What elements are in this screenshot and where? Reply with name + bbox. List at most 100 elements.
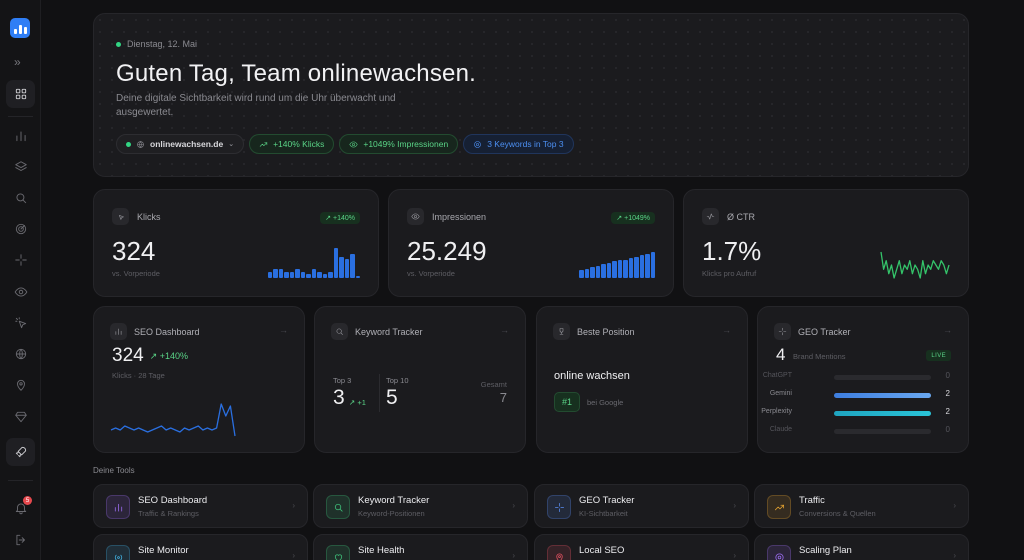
series-line [110,403,236,437]
chevron-right-icon: › [512,501,515,510]
tool-name: SEO Dashboard [138,495,208,506]
clicks-stat-card[interactable]: Klicks ↗ +140% 324 vs. Vorperiode [93,189,379,297]
ctr-stat-card[interactable]: Ø CTR 1.7% Klicks pro Aufruf [683,189,969,297]
clicks-mini-chart [267,248,360,278]
bar [617,260,622,278]
bar [606,263,611,278]
sparkle-icon [774,323,791,340]
logout-button[interactable] [6,526,35,554]
hero-chips: onlinewachsen.de ⌄ +140% Klicks +1049% I… [116,134,574,154]
bar-chart-icon [15,131,26,142]
tool-geo-tracker[interactable]: GEO Tracker KI-Sichtbarkeit › [534,484,749,528]
geo-bar-fill [834,393,931,398]
tool-site-monitor[interactable]: Site Monitor › [93,534,308,560]
activity-icon [702,208,719,225]
seo-value-row: 324 ↗ +140% [112,345,188,367]
domain-selector[interactable]: onlinewachsen.de ⌄ [116,134,245,154]
sidebar: » [0,0,41,560]
sidebar-item-visibility[interactable] [6,278,35,306]
sidebar-expand-button[interactable]: » [14,55,21,69]
chevron-right-icon: › [292,551,295,560]
bell-icon [15,503,26,515]
bar [634,257,639,278]
status-dot-icon [126,141,131,147]
sidebar-item-layers[interactable] [6,153,35,181]
target-icon [474,140,481,148]
sidebar-item-geo[interactable] [6,246,35,274]
impressions-growth-chip[interactable]: +1049% Impressionen [339,134,459,154]
live-badge: LIVE [926,350,951,361]
seo-caption: Klicks · 28 Tage [112,371,165,380]
tool-keyword-tracker[interactable]: Keyword Tracker Keyword-Positionen › [313,484,528,528]
sidebar-item-clicks[interactable] [6,309,35,337]
delta-text: +1 [357,398,366,407]
map-pin-icon [16,379,25,391]
tool-name: Site Monitor [138,545,189,556]
tool-name: GEO Tracker [579,495,635,506]
tool-traffic[interactable]: Traffic Conversions & Quellen › [754,484,969,528]
geo-tracker-widget[interactable]: GEO Tracker → 4 Brand Mentions LIVE Chat… [757,306,969,453]
impressions-mini-chart [579,248,655,278]
sidebar-item-analytics[interactable] [6,122,35,150]
bar [289,272,294,278]
chevron-right-icon: › [733,551,736,560]
sidebar-item-global[interactable] [6,340,35,368]
tool-subtitle: Conversions & Quellen [799,509,876,518]
bar [278,269,283,278]
card-header: Ø CTR [702,208,755,225]
seo-dashboard-widget[interactable]: SEO Dashboard → 324 ↗ +140% Klicks · 28 … [93,306,305,453]
sidebar-divider [8,480,33,481]
geo-bar-track [834,393,931,398]
tool-seo-dashboard[interactable]: SEO Dashboard Traffic & Rankings › [93,484,308,528]
clicks-growth-chip[interactable]: +140% Klicks [249,134,335,154]
bar [344,259,349,278]
sidebar-item-dashboard[interactable] [6,80,35,108]
rank-source: bei Google [587,398,624,407]
tool-scaling-plan[interactable]: Scaling Plan › [754,534,969,560]
bar [311,269,316,278]
chevron-right-icon: › [292,501,295,510]
ctr-sparkline [880,251,950,279]
delta-text: +140% [159,350,189,361]
radio-icon [106,545,130,560]
sidebar-item-scaling[interactable] [6,438,35,466]
impressions-delta-badge: ↗ +1049% [611,212,655,224]
bar [595,266,600,278]
tool-name: Local SEO [579,545,625,556]
geo-row: Claude 0 [758,425,968,437]
sparkle-icon [14,254,27,266]
sidebar-item-local[interactable] [6,371,35,399]
welcome-hero: Dienstag, 12. Mai Guten Tag, Team online… [93,13,969,177]
clicks-delta-badge: ↗ +140% [320,212,360,224]
bar [601,264,606,278]
top-keywords-chip[interactable]: 3 Keywords in Top 3 [463,134,574,154]
keyword-tracker-widget[interactable]: Keyword Tracker → Top 3 3 ↗ +1 Top 10 5 … [314,306,526,453]
notifications-button[interactable]: 5 [6,494,35,522]
cursor-click-icon [112,208,129,225]
tool-local-seo[interactable]: Local SEO › [534,534,749,560]
bar [590,267,595,278]
eye-icon [349,141,358,147]
bar [306,274,311,278]
card-label: GEO Tracker [798,326,851,337]
logout-icon [15,534,25,546]
clicks-caption: vs. Vorperiode [112,269,160,278]
tool-site-health[interactable]: Site Health › [313,534,528,560]
card-label: Ø CTR [727,211,755,222]
radar-icon [15,223,26,235]
geo-source-value: 0 [945,371,950,380]
best-position-widget[interactable]: Beste Position → online wachsen #1 bei G… [536,306,748,453]
impressions-stat-card[interactable]: Impressionen ↗ +1049% 25.249 vs. Vorperi… [388,189,674,297]
sidebar-item-premium[interactable] [6,403,35,431]
layers-icon [14,161,27,171]
impressions-value: 25.249 [407,236,487,266]
sidebar-item-search[interactable] [6,184,35,212]
card-header: Impressionen [407,208,486,225]
bar [333,248,338,278]
sidebar-item-radar[interactable] [6,215,35,243]
chevron-right-icon: › [512,551,515,560]
app-logo-icon[interactable] [10,18,30,38]
search-icon [15,193,26,204]
globe-icon [137,140,144,148]
top3-delta: ↗ +1 [349,398,366,407]
